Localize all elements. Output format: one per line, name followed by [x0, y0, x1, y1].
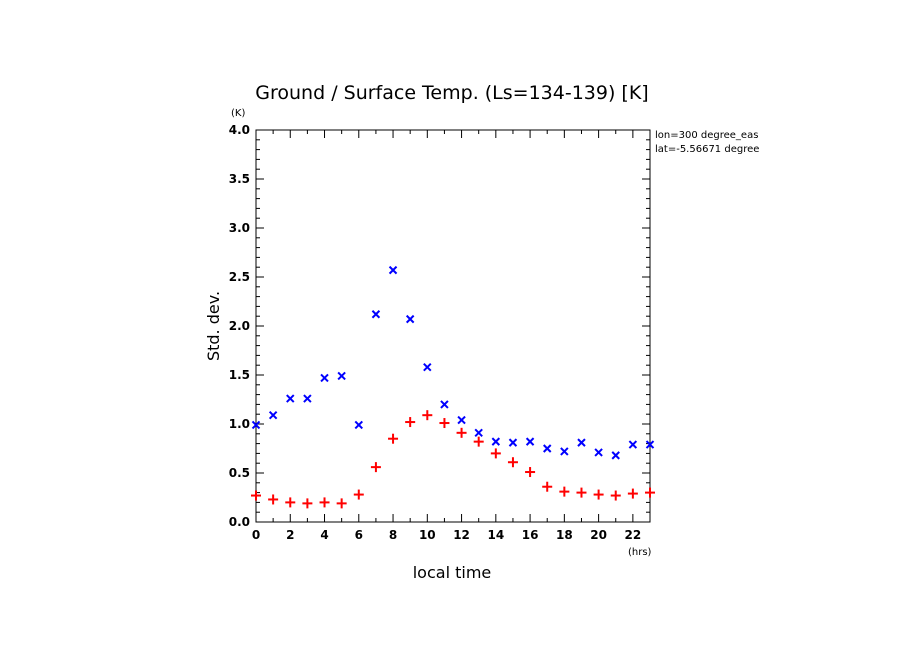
- data-point-plus-marker: [473, 436, 484, 447]
- data-point-plus-marker: [507, 457, 518, 468]
- data-point-plus-marker: [405, 417, 416, 428]
- data-point-plus-marker: [525, 467, 536, 478]
- data-point-plus-marker: [319, 497, 330, 508]
- data-point-plus-marker: [353, 489, 364, 500]
- y-tick-label: 2.5: [229, 270, 250, 284]
- x-tick-label: 12: [453, 528, 470, 542]
- x-tick-label: 0: [252, 528, 260, 542]
- data-point-plus-marker: [302, 498, 313, 509]
- x-tick-label: 4: [320, 528, 328, 542]
- x-tick-label: 8: [389, 528, 397, 542]
- data-point-x-marker: [320, 373, 329, 383]
- data-point-plus-marker: [370, 462, 381, 473]
- x-unit-label: (hrs): [628, 547, 652, 558]
- data-point-x-marker: [508, 438, 518, 447]
- data-point-x-marker: [268, 410, 278, 420]
- data-points: [251, 265, 655, 509]
- data-point-plus-marker: [251, 490, 261, 501]
- y-tick-label: 3.0: [229, 221, 250, 235]
- data-point-x-marker: [594, 448, 603, 457]
- y-tick-label: 4.0: [229, 123, 250, 137]
- data-point-x-marker: [440, 400, 449, 409]
- data-point-plus-marker: [268, 494, 279, 505]
- data-point-plus-marker: [388, 433, 399, 444]
- x-tick-label: 16: [522, 528, 539, 542]
- data-point-x-marker: [286, 394, 295, 403]
- x-tick-label: 2: [286, 528, 294, 542]
- data-point-x-marker: [457, 415, 466, 425]
- data-point-plus-marker: [645, 487, 655, 498]
- data-point-plus-marker: [422, 410, 433, 421]
- data-point-x-marker: [354, 420, 363, 430]
- data-point-x-marker: [251, 420, 261, 430]
- y-tick-label: 0.0: [229, 515, 250, 529]
- y-unit-label: (K): [231, 108, 245, 119]
- data-point-plus-marker: [627, 488, 638, 499]
- data-point-plus-marker: [593, 489, 604, 500]
- data-point-x-marker: [371, 310, 381, 319]
- data-point-x-marker: [645, 440, 655, 449]
- axis-ticks: 0 2 4 6 8 10 12 14 16 18 20 22 0.0 0.5 1.0 1.5 2.0 2.5 3.0…: [229, 123, 651, 542]
- data-point-x-marker: [628, 440, 638, 449]
- data-point-x-marker: [423, 362, 432, 372]
- x-tick-label: 20: [590, 528, 607, 542]
- data-point-plus-marker: [559, 486, 570, 497]
- data-point-x-marker: [491, 437, 501, 446]
- data-point-x-marker: [577, 438, 586, 447]
- annotation-lon: lon=300 degree_eas: [655, 130, 758, 141]
- x-tick-label: 14: [487, 528, 504, 542]
- data-point-plus-marker: [576, 487, 587, 498]
- data-point-plus-marker: [542, 481, 553, 492]
- data-point-plus-marker: [456, 427, 467, 438]
- annotation-lat: lat=-5.56671 degree: [655, 144, 759, 155]
- x-tick-label: 18: [556, 528, 573, 542]
- y-tick-label: 1.5: [229, 368, 250, 382]
- x-tick-label: 22: [625, 528, 642, 542]
- data-point-x-marker: [405, 314, 415, 324]
- x-tick-label: 6: [355, 528, 363, 542]
- data-point-plus-marker: [490, 448, 501, 459]
- y-tick-label: 1.0: [229, 417, 250, 431]
- plot-frame: [255, 129, 651, 523]
- data-point-x-marker: [388, 265, 398, 275]
- data-point-plus-marker: [610, 490, 621, 501]
- chart-title: Ground / Surface Temp. (Ls=134-139) [K]: [255, 82, 648, 104]
- y-tick-label: 2.0: [229, 319, 250, 333]
- data-point-plus-marker: [336, 498, 347, 509]
- data-point-x-marker: [560, 447, 569, 456]
- data-point-x-marker: [611, 451, 620, 460]
- data-point-x-marker: [525, 437, 535, 446]
- data-point-x-marker: [337, 371, 346, 381]
- y-tick-label: 0.5: [229, 466, 250, 480]
- x-tick-label: 10: [419, 528, 436, 542]
- data-point-x-marker: [543, 444, 552, 453]
- data-point-plus-marker: [285, 497, 296, 508]
- data-point-x-marker: [474, 428, 483, 438]
- data-point-x-marker: [303, 394, 312, 403]
- y-tick-label: 3.5: [229, 172, 250, 186]
- data-point-plus-marker: [439, 418, 450, 429]
- x-axis-label: local time: [413, 563, 492, 582]
- y-axis-label: Std. dev.: [204, 291, 223, 361]
